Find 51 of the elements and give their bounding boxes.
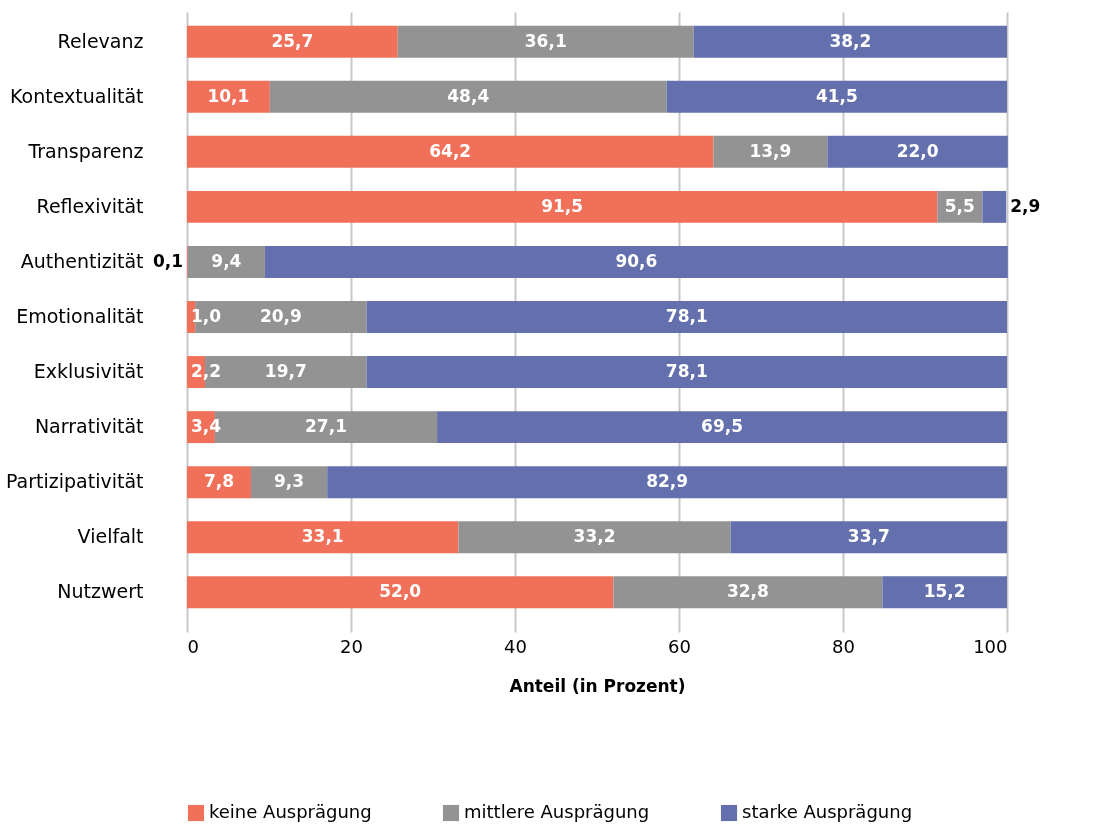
data-label: 22,0: [896, 140, 939, 161]
data-label: 20,9: [259, 306, 302, 326]
x-tick-label: 20: [340, 635, 363, 657]
data-label: 27,1: [305, 416, 347, 437]
data-label: 41,5: [815, 85, 858, 106]
y-tick-label: Partizipativität: [5, 470, 144, 493]
data-label: 15,2: [923, 581, 966, 602]
y-tick-label: Transparenz: [27, 139, 144, 162]
data-label: 64,2: [429, 140, 472, 161]
data-label: 78,1: [665, 361, 708, 382]
y-tick-label: Vielfalt: [77, 525, 144, 548]
legend-label: mittlere Ausprägung: [464, 801, 650, 822]
data-label: 9,4: [211, 250, 242, 271]
y-tick-label: Exklusivität: [33, 360, 144, 383]
x-tick-label: 40: [504, 635, 527, 657]
x-tick-label: 100: [973, 635, 1008, 657]
legend-label: keine Ausprägung: [209, 801, 372, 822]
data-label: 33,7: [847, 526, 890, 547]
y-tick-label: Emotionalität: [16, 305, 144, 327]
data-label: 13,9: [749, 140, 792, 161]
x-axis-title: Anteil (in Prozent): [509, 675, 686, 696]
data-label: 69,5: [701, 416, 744, 437]
data-label: 32,8: [726, 581, 769, 602]
data-label: 52,0: [379, 581, 422, 602]
data-label: 5,5: [944, 195, 975, 216]
data-label: 33,1: [301, 526, 344, 547]
x-tick-label: 60: [668, 635, 691, 657]
data-label: 2,9: [1010, 195, 1041, 216]
x-tick-label: 0: [187, 635, 199, 657]
y-tick-label: Relevanz: [57, 29, 144, 52]
data-label: 82,9: [646, 471, 689, 492]
data-label: 25,7: [271, 30, 314, 51]
data-label: 78,1: [665, 306, 708, 326]
data-label: 91,5: [541, 195, 584, 216]
data-label: 90,6: [615, 250, 658, 271]
y-tick-label: Authentizität: [20, 249, 144, 272]
data-label: 10,1: [207, 85, 250, 106]
data-label: 48,4: [447, 85, 490, 106]
y-tick-label: Nutzwert: [57, 580, 144, 603]
x-tick-label: 80: [832, 635, 855, 657]
data-label: 7,8: [203, 471, 235, 492]
y-tick-label: Reflexivität: [36, 194, 144, 217]
data-label: 33,2: [573, 526, 616, 547]
data-label: 0,1: [152, 250, 183, 271]
legend-label: starke Ausprägung: [742, 801, 913, 822]
data-label: 36,1: [524, 30, 567, 51]
data-label: 19,7: [264, 361, 307, 382]
data-label: 9,3: [274, 471, 305, 492]
data-label: 38,2: [829, 30, 872, 51]
y-tick-label: Kontextualität: [10, 84, 144, 107]
y-tick-label: Narrativität: [34, 415, 144, 438]
